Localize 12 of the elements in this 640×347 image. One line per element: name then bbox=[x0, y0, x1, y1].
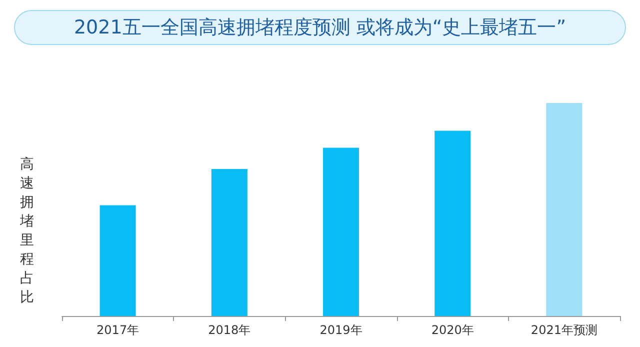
bar bbox=[323, 148, 359, 316]
x-tick-label: 2018年 bbox=[208, 323, 251, 337]
x-tick-label: 2017年 bbox=[96, 323, 140, 337]
bar bbox=[211, 169, 248, 316]
y-axis-title: 高速拥堵里程占比 bbox=[19, 156, 34, 306]
x-tick-label: 2019年 bbox=[320, 323, 362, 337]
bar bbox=[546, 103, 582, 316]
x-tick-label: 2020年 bbox=[431, 323, 474, 337]
chart-title: 2021五一全国高速拥堵程度预测 或将成为“史上最堵五一” bbox=[74, 16, 566, 38]
bar bbox=[434, 130, 471, 316]
bar bbox=[100, 205, 136, 316]
x-tick-label: 2021年预测 bbox=[530, 323, 598, 337]
